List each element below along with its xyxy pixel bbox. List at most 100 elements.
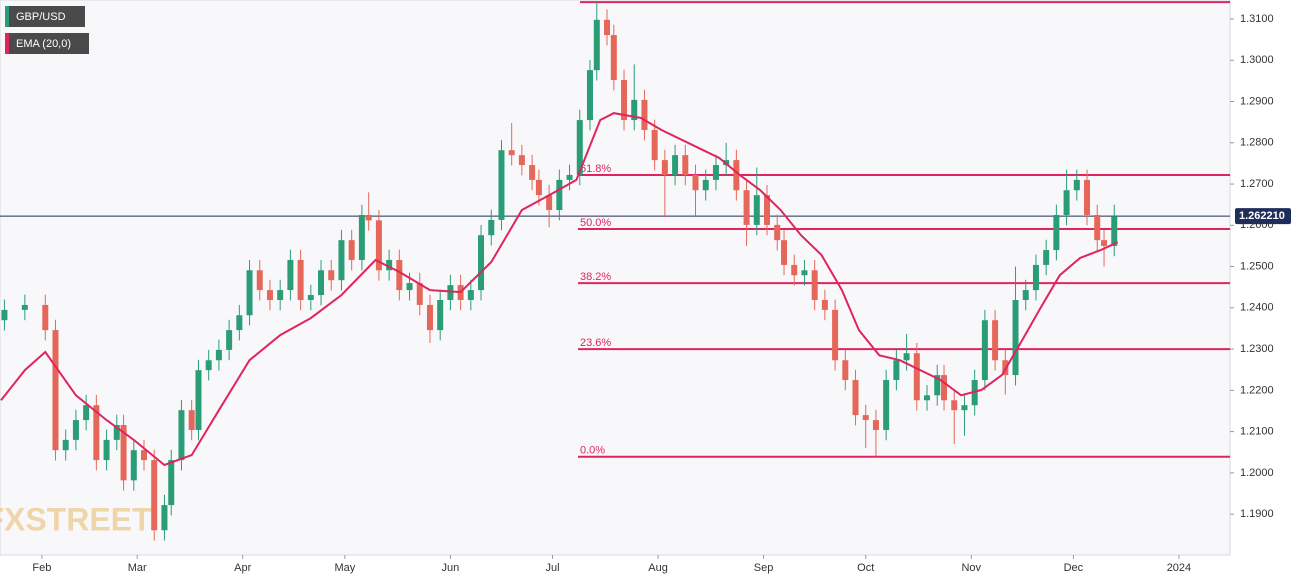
legend-swatch	[5, 6, 9, 27]
candle-body	[93, 405, 100, 461]
last-price-box	[1235, 208, 1291, 225]
candle-body	[651, 129, 658, 161]
last-price-label: 1.262210	[1239, 210, 1285, 222]
candle-body	[426, 304, 433, 331]
candle-body	[338, 240, 345, 281]
x-tick-label: Dec	[1064, 562, 1084, 574]
candle-body	[603, 19, 610, 36]
candle-body	[365, 214, 372, 221]
candle-body	[103, 439, 110, 461]
candle-body	[661, 160, 668, 175]
fib-label: 61.8%	[580, 163, 611, 175]
y-tick-label: 1.1900	[1240, 508, 1274, 520]
y-tick-label: 1.2500	[1240, 260, 1274, 272]
candle-body	[621, 80, 628, 121]
candle-body	[478, 235, 485, 291]
candle-body	[62, 439, 69, 451]
candle-body	[862, 415, 869, 421]
candle-body	[981, 320, 988, 381]
candle-body	[1084, 179, 1091, 215]
candle-body	[120, 425, 127, 481]
candle-body	[141, 450, 148, 461]
candle-body	[375, 220, 382, 271]
candle-body	[941, 375, 948, 401]
candle-body	[406, 283, 413, 291]
candle-body	[498, 150, 505, 220]
y-tick-label: 1.2400	[1240, 302, 1274, 314]
candle-body	[416, 283, 423, 305]
candle-body	[1022, 290, 1029, 300]
candle-body	[246, 270, 253, 316]
x-tick-label: Apr	[234, 562, 251, 574]
candle-body	[811, 270, 818, 300]
candle-body	[672, 155, 679, 175]
candle-body	[42, 304, 49, 331]
candle-body	[1063, 190, 1070, 215]
candle-body	[318, 270, 325, 296]
candle-body	[924, 395, 931, 401]
candle-body	[586, 70, 593, 121]
candle-body	[1073, 179, 1080, 191]
x-tick-label: Jul	[545, 562, 559, 574]
plot-area	[0, 0, 1231, 556]
candle-body	[576, 120, 583, 175]
fib-label: 38.2%	[580, 271, 611, 283]
candle-body	[518, 155, 525, 166]
candle-body	[307, 295, 314, 300]
candle-body	[215, 349, 222, 361]
candle-body	[893, 360, 900, 381]
candle-body	[467, 290, 474, 300]
y-tick-label: 1.2800	[1240, 137, 1274, 149]
candle-body	[447, 285, 454, 300]
y-tick-label: 1.2100	[1240, 426, 1274, 438]
candle-body	[348, 240, 355, 260]
candle-body	[1053, 214, 1060, 251]
candle-body	[328, 270, 335, 281]
candle-body	[1, 309, 8, 321]
candle-body	[21, 304, 28, 310]
candle-body	[641, 99, 648, 130]
candle-body	[358, 214, 365, 260]
fib-label: 0.0%	[580, 445, 605, 457]
candle-body	[832, 309, 839, 361]
candle-body	[821, 299, 828, 310]
candle-body	[277, 290, 284, 300]
candle-body	[1032, 264, 1039, 291]
candle-body	[151, 460, 158, 531]
candle-body	[226, 330, 233, 350]
x-tick-label: Aug	[648, 562, 668, 574]
candle-body	[188, 410, 195, 430]
candle-body	[951, 400, 958, 411]
candle-body	[546, 195, 553, 211]
x-tick-label: Mar	[128, 562, 147, 574]
candle-body	[161, 505, 168, 531]
candle-body	[753, 195, 760, 225]
legend-label: GBP/USD	[16, 11, 66, 23]
candle-body	[781, 240, 788, 265]
candle-body	[168, 460, 175, 506]
candle-body	[437, 299, 444, 331]
candle-body	[791, 264, 798, 276]
candle-body	[236, 315, 243, 331]
candle-body	[52, 330, 59, 451]
candle-body	[610, 35, 617, 81]
candle-body	[961, 405, 968, 411]
candle-body	[682, 155, 689, 175]
candle-body	[508, 150, 515, 156]
candle-body	[266, 290, 273, 300]
candle-body	[702, 179, 709, 191]
y-tick-label: 1.3100	[1240, 13, 1274, 25]
candle-body	[130, 450, 137, 481]
candle-body	[72, 420, 79, 440]
candle-body	[566, 174, 573, 180]
candle-body	[692, 174, 699, 191]
candle-body	[386, 259, 393, 271]
candle-body	[178, 410, 185, 461]
candle-body	[903, 353, 910, 361]
candle-body	[1094, 214, 1101, 241]
candle-body	[287, 259, 294, 291]
candle-body	[842, 360, 849, 381]
x-tick-label: Sep	[754, 562, 774, 574]
candle-body	[256, 270, 263, 291]
